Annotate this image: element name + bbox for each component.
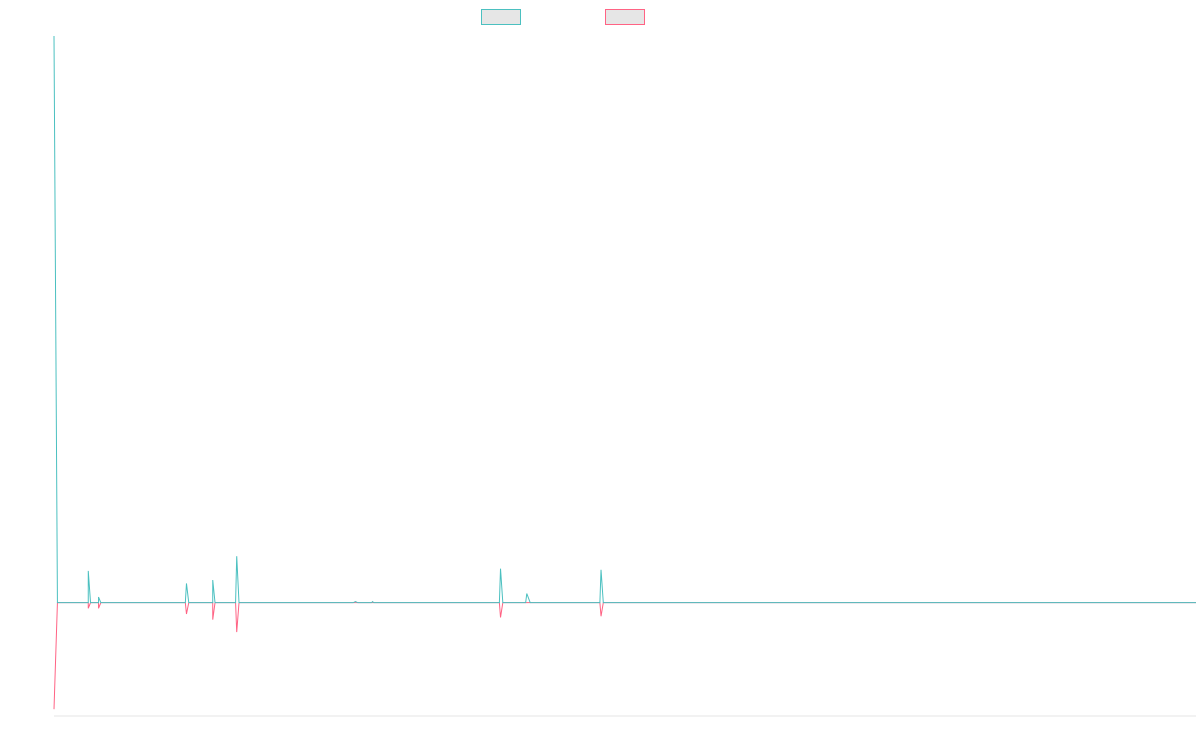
legend-swatch-series-1[interactable] bbox=[481, 9, 521, 25]
series-line-2 bbox=[53, 602, 1196, 710]
chart-legend bbox=[0, 0, 1200, 30]
legend-swatch-series-2[interactable] bbox=[605, 9, 645, 25]
series-line-1 bbox=[53, 35, 1196, 604]
series-layer bbox=[53, 35, 1196, 710]
